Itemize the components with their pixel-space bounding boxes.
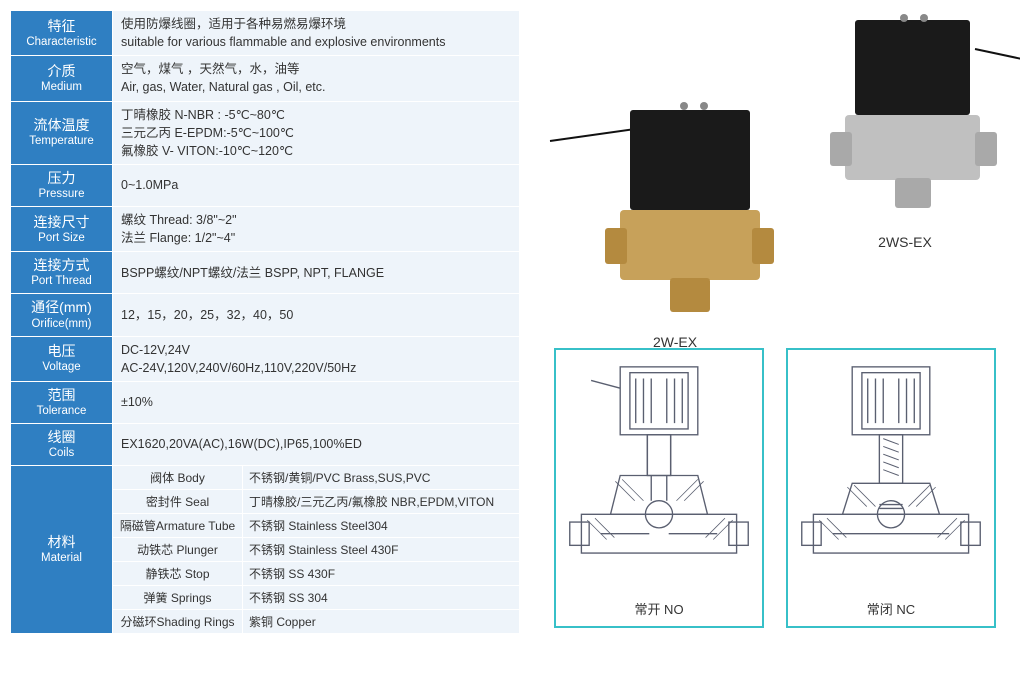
material-value: 紫铜 Copper	[243, 610, 520, 634]
product-label: 2W-EX	[560, 334, 790, 350]
product-2ws-ex: 2WS-EX	[800, 20, 1010, 250]
spec-header: 特征Characteristic	[11, 11, 113, 56]
spec-header-cn: 介质	[15, 62, 108, 80]
material-header-cn: 材料	[15, 533, 108, 551]
material-part: 隔磁管Armature Tube	[113, 514, 243, 538]
material-header: 材料Material	[11, 466, 113, 634]
spec-value: 空气，煤气 ，天然气，水，油等Air, gas, Water, Natural …	[113, 56, 520, 101]
section-diagrams: 常开 NO	[540, 348, 1010, 628]
material-value: 丁晴橡胶/三元乙丙/氟橡胶 NBR,EPDM,VITON	[243, 490, 520, 514]
spec-header-cn: 线圈	[15, 428, 108, 446]
spec-header-cn: 连接尺寸	[15, 213, 108, 231]
spec-header-en: Port Thread	[15, 274, 108, 289]
spec-value-line: DC-12V,24V	[121, 341, 511, 359]
spec-header-en: Tolerance	[15, 404, 108, 419]
spec-header-en: Temperature	[15, 134, 108, 149]
spec-header-cn: 连接方式	[15, 256, 108, 274]
spec-header: 范围Tolerance	[11, 381, 113, 423]
spec-header: 流体温度Temperature	[11, 101, 113, 164]
material-part: 分磁环Shading Rings	[113, 610, 243, 634]
spec-value-line: 螺纹 Thread: 3/8"~2"	[121, 211, 511, 229]
valve-section-nc	[794, 356, 988, 595]
diagram-caption: 常开 NO	[634, 595, 683, 620]
material-part: 阀体 Body	[113, 466, 243, 490]
spec-value-line: Air, gas, Water, Natural gas , Oil, etc.	[121, 78, 511, 96]
spec-value-line: 空气，煤气 ，天然气，水，油等	[121, 60, 511, 78]
spec-header-cn: 流体温度	[15, 116, 108, 134]
spec-header-en: Characteristic	[15, 35, 108, 50]
product-2w-ex: 2W-EX	[560, 100, 790, 350]
spec-header: 线圈Coils	[11, 423, 113, 465]
spec-value-line: EX1620,20VA(AC),16W(DC),IP65,100%ED	[121, 435, 511, 453]
spec-value-line: 12，15，20，25，32，40，50	[121, 306, 511, 324]
spec-value-line: 法兰 Flange: 1/2"~4"	[121, 229, 511, 247]
spec-header-cn: 特征	[15, 17, 108, 35]
spec-value: 0~1.0MPa	[113, 164, 520, 206]
spec-header-cn: 压力	[15, 169, 108, 187]
material-value: 不锈钢 SS 304	[243, 586, 520, 610]
material-part: 静铁芯 Stop	[113, 562, 243, 586]
illustration-panel: 2W-EX 2WS-EX	[530, 0, 1020, 697]
product-label: 2WS-EX	[800, 234, 1010, 250]
spec-header: 介质Medium	[11, 56, 113, 101]
spec-value: 螺纹 Thread: 3/8"~2"法兰 Flange: 1/2"~4"	[113, 207, 520, 252]
material-header-en: Material	[15, 551, 108, 566]
material-value: 不锈钢 Stainless Steel304	[243, 514, 520, 538]
spec-value-line: ±10%	[121, 393, 511, 411]
spec-value: BSPP螺纹/NPT螺纹/法兰 BSPP, NPT, FLANGE	[113, 252, 520, 294]
spec-value: 使用防爆线圈，适用于各种易燃易爆环境suitable for various f…	[113, 11, 520, 56]
spec-header-cn: 电压	[15, 342, 108, 360]
material-part: 弹簧 Springs	[113, 586, 243, 610]
spec-value: 12，15，20，25，32，40，50	[113, 294, 520, 336]
spec-value-line: 氟橡胶 V- VITON:-10℃~120℃	[121, 142, 511, 160]
valve-section-no	[562, 356, 756, 595]
spec-value: EX1620,20VA(AC),16W(DC),IP65,100%ED	[113, 423, 520, 465]
spec-value-line: 使用防爆线圈，适用于各种易燃易爆环境	[121, 15, 511, 33]
spec-value: DC-12V,24VAC-24V,120V,240V/60Hz,110V,220…	[113, 336, 520, 381]
material-part: 动铁芯 Plunger	[113, 538, 243, 562]
material-value: 不锈钢 SS 430F	[243, 562, 520, 586]
spec-header: 连接尺寸Port Size	[11, 207, 113, 252]
diagram-caption: 常闭 NC	[867, 595, 915, 620]
spec-header-en: Orifice(mm)	[15, 317, 108, 332]
spec-header-en: Coils	[15, 446, 108, 461]
spec-header-cn: 范围	[15, 386, 108, 404]
spec-header-en: Voltage	[15, 360, 108, 375]
spec-header: 电压Voltage	[11, 336, 113, 381]
spec-panel: 特征Characteristic使用防爆线圈，适用于各种易燃易爆环境suitab…	[0, 0, 530, 697]
diagram-nc: 常闭 NC	[786, 348, 996, 628]
spec-header-en: Port Size	[15, 231, 108, 246]
spec-value: ±10%	[113, 381, 520, 423]
spec-value-line: AC-24V,120V,240V/60Hz,110V,220V/50Hz	[121, 359, 511, 377]
product-photos: 2W-EX 2WS-EX	[540, 10, 1010, 330]
material-part: 密封件 Seal	[113, 490, 243, 514]
spec-header-en: Pressure	[15, 187, 108, 202]
spec-table: 特征Characteristic使用防爆线圈，适用于各种易燃易爆环境suitab…	[10, 10, 520, 634]
spec-header: 通径(mm)Orifice(mm)	[11, 294, 113, 336]
spec-header-cn: 通径(mm)	[15, 298, 108, 316]
material-value: 不锈钢 Stainless Steel 430F	[243, 538, 520, 562]
spec-value-line: 丁晴橡胶 N-NBR : -5℃~80℃	[121, 106, 511, 124]
spec-header-en: Medium	[15, 80, 108, 95]
spec-value: 丁晴橡胶 N-NBR : -5℃~80℃三元乙丙 E-EPDM:-5℃~100℃…	[113, 101, 520, 164]
spec-header: 压力Pressure	[11, 164, 113, 206]
spec-value-line: BSPP螺纹/NPT螺纹/法兰 BSPP, NPT, FLANGE	[121, 264, 511, 282]
diagram-no: 常开 NO	[554, 348, 764, 628]
spec-header: 连接方式Port Thread	[11, 252, 113, 294]
spec-value-line: suitable for various flammable and explo…	[121, 33, 511, 51]
spec-value-line: 三元乙丙 E-EPDM:-5℃~100℃	[121, 124, 511, 142]
material-value: 不锈钢/黄铜/PVC Brass,SUS,PVC	[243, 466, 520, 490]
spec-value-line: 0~1.0MPa	[121, 176, 511, 194]
